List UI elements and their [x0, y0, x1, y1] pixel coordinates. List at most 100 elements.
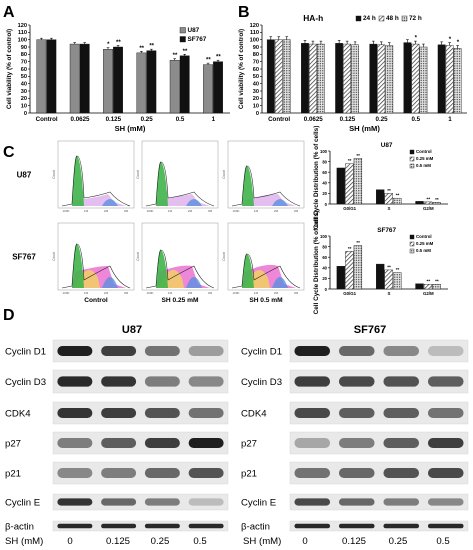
y-tick-label: 100 — [250, 37, 259, 43]
blot-protein-label: β-actin — [5, 522, 34, 533]
x-tick-label: 0.125 — [340, 116, 356, 123]
blot-protein-label: p21 — [5, 469, 21, 480]
blot-band — [188, 468, 224, 478]
y-tick-label: 0 — [325, 287, 328, 292]
blot-band — [188, 408, 224, 418]
flow-x-tick: 3M — [294, 209, 299, 213]
blot-strip — [289, 339, 469, 363]
bar — [274, 39, 283, 114]
western-blot-panel: U87 SF767 Cyclin D1 Cyclin D3 CDK4 p27 p21 Cycl… — [5, 324, 469, 547]
y-tick-label: 50 — [253, 74, 259, 80]
bar — [266, 39, 275, 114]
flow-g1-fill — [242, 254, 254, 288]
significance-mark: ** — [396, 267, 400, 272]
blot-band — [144, 346, 180, 356]
flow-g1-fill — [242, 166, 254, 206]
x-tick-label: G2/M — [423, 291, 434, 296]
blot-band — [294, 408, 331, 418]
bar — [179, 55, 190, 114]
significance-mark: ** — [435, 279, 439, 284]
blot-strip — [289, 369, 469, 394]
bar — [136, 52, 147, 114]
x-axis-label: SH (mM) — [115, 124, 146, 133]
bar — [169, 60, 180, 114]
bar — [146, 50, 157, 114]
bar — [377, 44, 386, 114]
blot-band — [101, 346, 137, 356]
panel-label-b: B — [238, 4, 250, 21]
blot-band — [144, 408, 180, 418]
blot-strip — [52, 431, 229, 455]
blot-protein-label: Cyclin E — [241, 498, 276, 509]
flow-x-tick: 1M — [168, 291, 173, 295]
bar — [345, 163, 354, 205]
flow-col-label: SH 0.25 mM — [161, 297, 199, 304]
dose-label: 0.5 — [436, 536, 449, 547]
blot-band — [427, 468, 464, 478]
y-tick-label: 20 — [322, 276, 327, 281]
flow-plot-frame — [57, 140, 135, 209]
x-tick-label: Control — [36, 116, 58, 123]
flow-x-tick: 2M — [104, 291, 109, 295]
dose-axis-label-u87: SH (mM) — [5, 536, 43, 547]
blot-band — [338, 346, 375, 356]
bar — [376, 263, 385, 290]
blot-strip — [52, 493, 229, 511]
blot-band — [57, 376, 93, 387]
blot-protein-label: Cyclin D1 — [241, 347, 282, 358]
bar — [345, 251, 354, 290]
bar — [317, 43, 325, 114]
blot-band — [383, 468, 420, 478]
flow-row-label: SF767 — [12, 253, 36, 262]
blot-band — [294, 438, 331, 448]
blot-band — [101, 498, 137, 506]
y-tick-label: 90 — [253, 45, 259, 51]
x-tick-label: 1 — [448, 116, 452, 123]
blot-band — [294, 346, 331, 356]
bar — [423, 201, 433, 205]
significance-mark: ** — [396, 193, 400, 198]
blot-strip — [52, 369, 229, 394]
flow-y-label: Count — [52, 170, 56, 179]
flow-x-tick: 3M — [208, 291, 213, 295]
flow-x-tick: 100K — [232, 209, 239, 213]
legend-swatch — [378, 15, 385, 22]
x-tick-label: 0.125 — [106, 116, 122, 123]
flow-x-tick: 3M — [124, 209, 129, 213]
blot-band — [383, 498, 420, 506]
x-tick-label: 0.25 — [376, 116, 389, 123]
bar — [353, 158, 363, 205]
y-tick-label: 60 — [253, 67, 259, 73]
bar — [384, 193, 393, 205]
bar — [423, 284, 433, 290]
flow-g2-fill — [272, 277, 288, 288]
blot-band — [427, 376, 464, 387]
x-tick-label: 0.0625 — [71, 116, 90, 123]
legend-label: Control — [416, 234, 432, 239]
flow-y-label: Count — [222, 170, 226, 179]
flow-g1-fill — [156, 162, 168, 206]
y-tick-label: 100 — [320, 234, 328, 239]
flow-y-label: Count — [136, 252, 140, 261]
significance-mark: ** — [435, 197, 439, 202]
blot-band — [188, 438, 224, 448]
flow-g2-fill — [102, 199, 118, 206]
blot-band — [101, 523, 137, 529]
flow-x-tick: 2M — [104, 209, 109, 213]
panel-label-c: C — [3, 144, 15, 161]
blot-strip — [289, 520, 469, 532]
y-tick-label: 80 — [253, 52, 259, 58]
x-tick-label: 0.5 — [411, 116, 420, 123]
flow-g2-fill — [272, 199, 288, 206]
dose-label: 0.125 — [106, 536, 130, 547]
legend-label: 48 h — [386, 15, 399, 22]
blot-strip — [52, 520, 229, 532]
blot-band — [427, 346, 464, 356]
legend-label: U87 — [188, 27, 200, 34]
flow-g1-fill — [72, 244, 84, 288]
y-axis-label: Cell Cycle Distribution (% of cells) — [313, 211, 320, 315]
x-tick-label: 1 — [212, 116, 216, 123]
legend-label: 0.5 mM — [416, 248, 431, 253]
blot-protein-label: Cyclin D3 — [241, 377, 282, 388]
flow-x-tick: 2M — [188, 209, 193, 213]
